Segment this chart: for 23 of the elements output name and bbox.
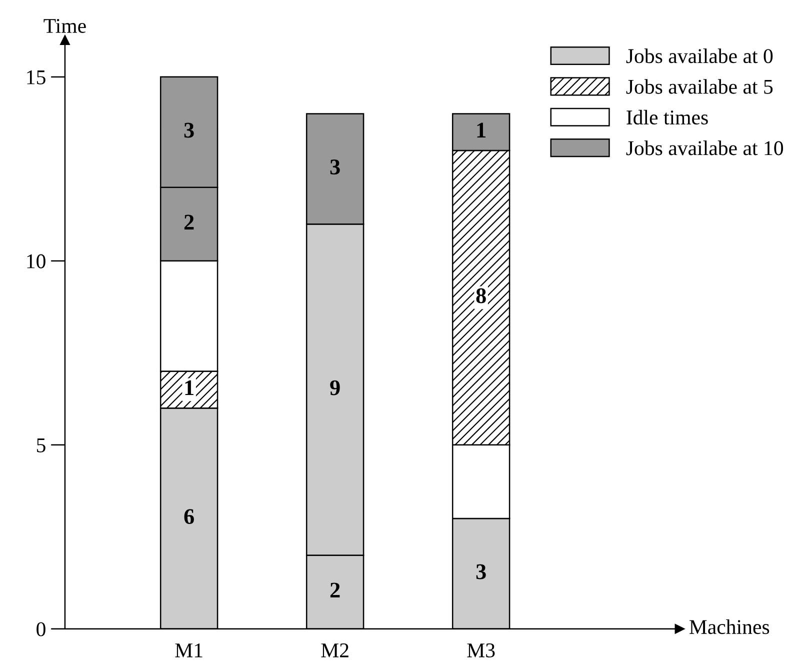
legend-label: Jobs availabe at 10 (626, 140, 784, 156)
y-tick-label: 5 (37, 438, 46, 452)
x-tick-label: M3 (467, 643, 495, 658)
data-label: 6 (184, 509, 194, 524)
data-label: 2 (184, 214, 194, 230)
y-axis-title: Time (44, 18, 86, 33)
x-tick-label: M1 (175, 643, 202, 658)
legend-label: Jobs availabe at 0 (626, 48, 773, 64)
data-label: 3 (476, 564, 486, 580)
data-label: 1 (477, 122, 486, 138)
y-tick-label: 15 (27, 70, 46, 84)
data-label: 3 (184, 122, 194, 138)
data-label: 2 (330, 582, 340, 598)
data-label: 9 (330, 380, 340, 396)
y-tick-label: 0 (36, 622, 46, 636)
legend-label: Jobs availabe at 5 (626, 79, 773, 94)
data-label: 8 (476, 288, 486, 304)
y-tick-label: 10 (27, 254, 46, 268)
data-label: 1 (185, 380, 194, 396)
text: Machines (689, 619, 770, 634)
data-label: 3 (330, 160, 340, 174)
x-tick-label: M2 (321, 643, 348, 658)
legend-label: Idle times (626, 110, 708, 125)
